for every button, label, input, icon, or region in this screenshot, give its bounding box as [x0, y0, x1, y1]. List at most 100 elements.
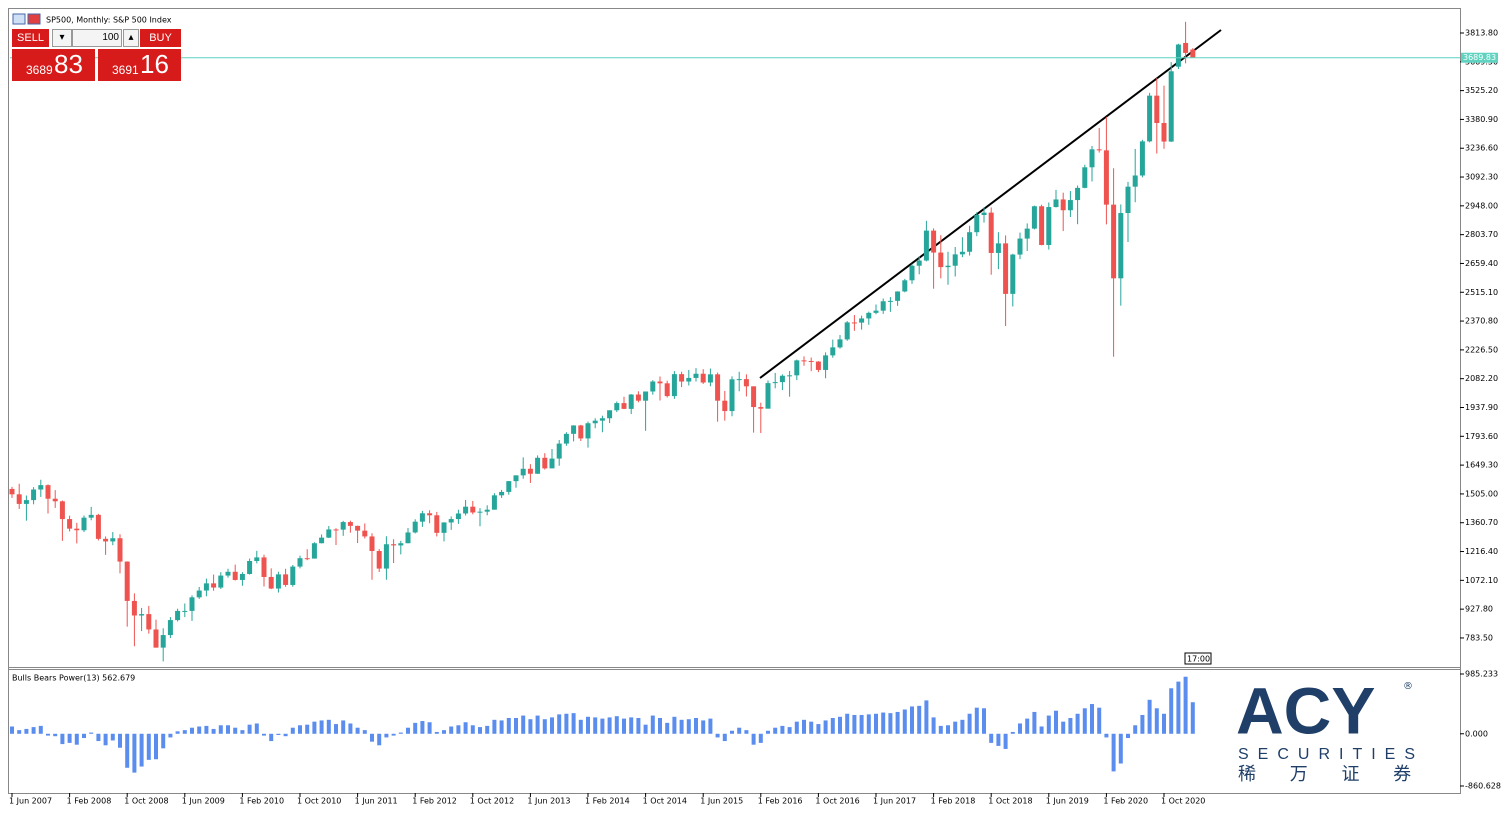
candle-body [895, 291, 901, 301]
candle-body [585, 423, 591, 439]
ask-quote[interactable]: 3691 16 [98, 49, 181, 81]
bar [1154, 708, 1159, 734]
y-tick-label: 2515.10 [1465, 288, 1498, 297]
bar [168, 733, 173, 738]
candle-body [909, 265, 915, 281]
candle-body [283, 574, 289, 585]
bar [175, 731, 180, 734]
candle-body [1154, 95, 1160, 123]
candle-body [175, 610, 181, 621]
candle-body [1183, 42, 1189, 53]
y-tick-label: 1793.60 [1465, 432, 1498, 441]
candle-body [923, 230, 929, 261]
candle-body [38, 485, 44, 490]
y-tick-label: 3525.20 [1465, 86, 1498, 95]
candle-body [369, 536, 375, 552]
candle-body [117, 538, 123, 562]
candle-body [988, 212, 994, 253]
candle-body [664, 383, 670, 397]
candle-body [736, 379, 742, 381]
bar [910, 706, 914, 734]
bar [1111, 733, 1116, 772]
trade-panel: SELL ▾ 100 ▴ BUY 3689 83 3691 16 [12, 29, 181, 81]
y-tick-label: 3236.60 [1465, 144, 1498, 153]
bar [74, 733, 79, 745]
bar [499, 720, 504, 734]
bar [686, 719, 691, 734]
candle-body [405, 532, 411, 544]
bar [492, 719, 497, 734]
buy-button[interactable]: BUY [140, 29, 181, 47]
bar [1183, 676, 1188, 734]
candle-body [304, 558, 310, 560]
candle-body [326, 529, 332, 538]
bar [182, 730, 187, 734]
y-tick-label: 3092.30 [1465, 173, 1498, 182]
candle-body [297, 558, 303, 567]
x-tick-label: 1 Oct 2016 [815, 797, 859, 806]
logo: ACY ® SECURITIES 稀 万 证 券 [1236, 673, 1415, 785]
bar [434, 731, 439, 734]
bar [341, 720, 346, 734]
y-tick-label: 2948.00 [1465, 201, 1498, 210]
x-tick-label: 1 Jun 2015 [700, 797, 743, 806]
candle-body [1031, 206, 1037, 229]
bar [514, 717, 518, 734]
bar [139, 733, 144, 767]
bar [766, 730, 770, 734]
candle-body [362, 530, 368, 537]
candle-body [527, 468, 533, 474]
bar [629, 717, 634, 734]
candle-body [815, 361, 821, 370]
candle-body [916, 260, 922, 266]
candle-body [1017, 238, 1023, 255]
candle-body [225, 571, 231, 576]
candle-body [823, 355, 829, 370]
x-tick-label: 1 Jun 2017 [873, 797, 916, 806]
bar [1176, 681, 1181, 734]
bar [823, 720, 828, 734]
bar [1068, 717, 1073, 734]
candle-body [182, 610, 188, 612]
candle-body [427, 513, 433, 516]
candle-body [693, 373, 699, 378]
x-tick-label: 1 Oct 2010 [297, 797, 341, 806]
bid-quote[interactable]: 3689 83 [12, 49, 95, 81]
candle-body [1096, 149, 1102, 151]
y-tick-label: 2082.20 [1465, 374, 1498, 383]
bar [758, 733, 763, 743]
bar [722, 733, 727, 742]
logo-brand: ACY [1236, 673, 1375, 747]
bar [1104, 733, 1109, 738]
bar [269, 733, 274, 742]
candle-body [974, 215, 980, 233]
y-tick-label: 1505.00 [1465, 489, 1498, 498]
x-tick-label: 1 Feb 2012 [412, 797, 457, 806]
volume-input[interactable]: 100 [72, 29, 122, 47]
volume-down[interactable]: ▾ [52, 29, 72, 47]
candle-body [628, 394, 634, 409]
bar [10, 726, 14, 734]
bar [902, 709, 907, 734]
candle-body [1147, 95, 1153, 142]
candle-body [743, 379, 749, 387]
volume-up[interactable]: ▴ [123, 29, 139, 47]
bar [298, 725, 302, 734]
candle-body [808, 360, 814, 362]
candle-body [967, 232, 973, 252]
last-price-box [1461, 52, 1498, 63]
sell-button[interactable]: SELL [12, 29, 49, 47]
bar [974, 707, 979, 734]
candle-body [74, 528, 80, 531]
candle-body [578, 425, 584, 439]
bar [240, 730, 245, 734]
candle-body [203, 583, 209, 591]
bar [161, 733, 166, 749]
candle-body [599, 418, 605, 421]
candle-body [31, 489, 37, 501]
bar [650, 715, 655, 734]
bar [946, 725, 950, 734]
y-tick-label: 1937.90 [1465, 403, 1498, 412]
candle-body [859, 318, 865, 323]
